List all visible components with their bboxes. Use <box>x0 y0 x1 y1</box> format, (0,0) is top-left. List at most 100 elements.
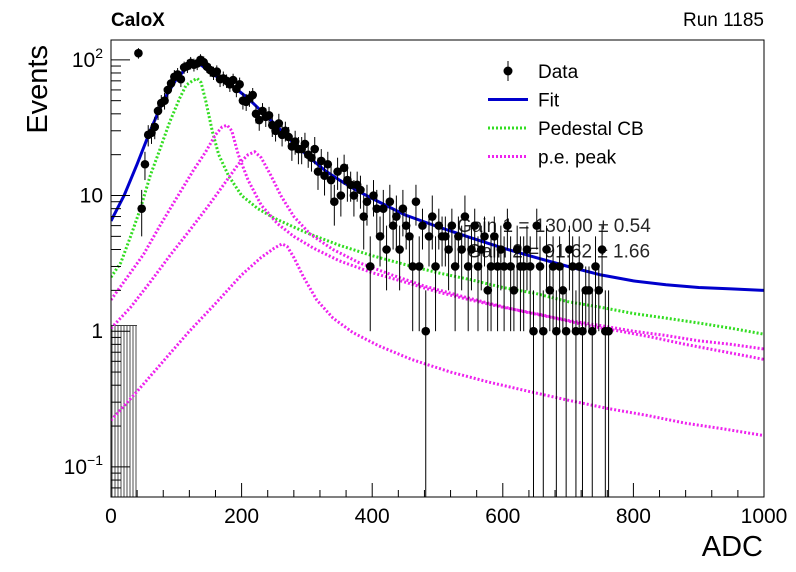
data-point <box>525 262 535 271</box>
series-curve-p-e-peak-1 <box>111 123 764 351</box>
data-point <box>522 245 532 254</box>
legend-label: Fit <box>538 91 560 112</box>
data-point <box>150 122 160 132</box>
legend-item: Data <box>503 61 579 83</box>
data-point <box>160 96 169 105</box>
data-point <box>450 262 460 271</box>
data-point <box>483 286 493 295</box>
data-point <box>568 262 577 271</box>
x-tick-label: 200 <box>224 505 259 528</box>
data-point <box>441 232 450 241</box>
data-point <box>418 221 427 230</box>
data-point <box>320 171 329 180</box>
data-point <box>313 167 323 176</box>
data-point <box>385 197 395 207</box>
data-point <box>427 212 437 221</box>
data-point <box>574 262 584 271</box>
data-point <box>538 326 548 336</box>
data-point <box>307 153 316 162</box>
x-tick-label: 1000 <box>741 505 788 528</box>
data-point <box>134 48 143 58</box>
data-layer <box>134 48 613 497</box>
data-point <box>408 262 417 271</box>
data-point <box>140 159 150 169</box>
legend-item: Pedestal CB <box>488 119 644 140</box>
data-point <box>333 167 342 176</box>
series-curve-p-e-peak-2 <box>111 150 764 361</box>
legend: Data Fit Pedestal CB p.e. peak <box>488 61 644 169</box>
series-curve-p-e-peak-3 <box>111 242 764 438</box>
data-point <box>405 232 414 241</box>
x-tick-label: 600 <box>485 505 520 528</box>
y-tick-exponent: −1 <box>87 452 103 468</box>
data-point <box>254 115 264 125</box>
data-point <box>509 286 519 295</box>
data-point <box>499 262 509 271</box>
data-point <box>463 262 473 271</box>
annotations: Gain 1 = 130.00 ± 0.54 Gain 2 = 91.62 ± 1… <box>457 216 651 263</box>
y-axis-title: Events <box>22 45 54 134</box>
data-point <box>434 221 444 230</box>
data-point <box>594 286 604 295</box>
data-point <box>490 232 499 241</box>
data-point <box>548 262 558 271</box>
data-point <box>470 221 480 230</box>
y-tick-base: 10 <box>72 49 95 72</box>
y-tick-label: 10−1 <box>64 452 104 479</box>
data-point <box>339 163 349 173</box>
data-point <box>460 212 470 221</box>
data-point <box>565 245 574 254</box>
data-point <box>512 245 522 254</box>
data-point <box>398 204 408 213</box>
data-point <box>545 286 555 295</box>
data-point <box>235 80 244 89</box>
data-point <box>503 221 512 230</box>
data-point <box>228 75 238 85</box>
y-tick-exponent: 2 <box>95 45 103 61</box>
legend-item: Fit <box>488 91 560 112</box>
data-point <box>519 262 528 271</box>
legend-label: Data <box>538 62 579 83</box>
data-point <box>467 245 476 254</box>
data-point <box>421 326 431 336</box>
data-point <box>561 326 571 336</box>
data-point <box>264 111 274 120</box>
data-point <box>336 191 346 200</box>
data-point <box>382 245 391 254</box>
x-tick-label: 400 <box>355 505 390 528</box>
data-point <box>493 262 502 271</box>
fit-annotation: Gain 2 = 91.62 ± 1.66 <box>467 241 650 262</box>
data-point <box>480 232 489 241</box>
data-point <box>542 245 551 254</box>
data-point <box>584 286 594 295</box>
x-axis-title: ADC <box>702 531 763 563</box>
data-point <box>388 221 398 230</box>
data-point <box>316 156 326 166</box>
data-point <box>424 232 434 241</box>
y-tick-label: 1 <box>91 320 103 343</box>
data-point <box>597 245 607 254</box>
data-point <box>290 137 300 146</box>
data-point <box>375 232 385 241</box>
data-point <box>284 132 293 142</box>
data-point <box>552 326 561 336</box>
data-point <box>591 262 600 271</box>
data-point <box>300 139 310 149</box>
data-point <box>473 262 483 271</box>
data-point <box>447 221 457 230</box>
data-point <box>176 74 186 84</box>
data-point <box>431 262 440 271</box>
data-point <box>137 204 146 213</box>
data-point <box>271 126 280 136</box>
header-left-label: CaloX <box>111 10 165 31</box>
data-point <box>604 326 613 336</box>
y-tick-base: 10 <box>64 456 87 479</box>
data-point <box>587 326 597 336</box>
legend-marker <box>503 66 513 76</box>
legend-item: p.e. peak <box>488 148 617 169</box>
legend-label: Pedestal CB <box>538 119 644 140</box>
data-point <box>379 204 388 213</box>
data-point <box>365 262 375 271</box>
